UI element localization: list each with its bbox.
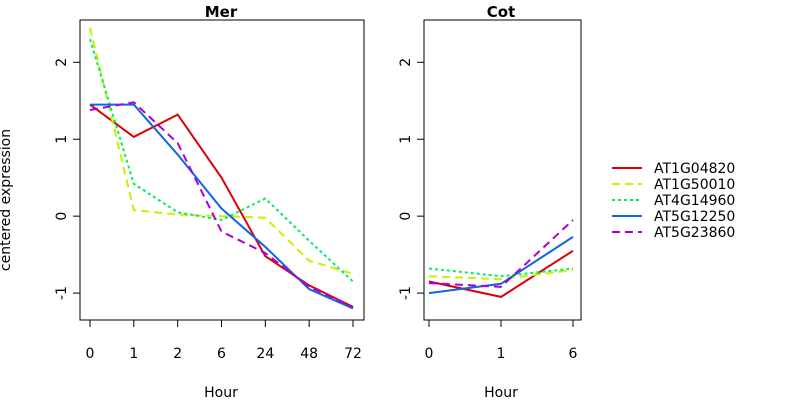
legend-label-at5g12250: AT5G12250 — [654, 209, 735, 225]
series-line-at1g04820-cot — [428, 249, 574, 298]
series-line-at5g12250-cot — [428, 236, 574, 295]
x-tick-label-cot: 1 — [497, 346, 506, 362]
y-tick-label-mer: 2 — [54, 58, 70, 67]
x-axis-title-mer: Hour — [204, 385, 238, 400]
series-line-at5g23860-cot — [428, 219, 574, 288]
y-tick-label-mer: 1 — [54, 135, 70, 144]
x-tick-label-cot: 0 — [425, 346, 434, 362]
panel-title-mer: Mer — [205, 3, 238, 21]
y-axis-title: centered expression — [0, 129, 14, 271]
legend: AT1G04820AT1G50010AT4G14960AT5G12250AT5G… — [612, 161, 735, 241]
y-tick-label-cot: 2 — [398, 58, 414, 67]
y-tick-label-mer: 0 — [54, 212, 70, 221]
series-line-at5g23860-mer — [89, 101, 354, 308]
panel-cot: Cot Hour -1 0 1 2 0 1 6 — [398, 3, 582, 400]
legend-label-at5g23860: AT5G23860 — [654, 225, 735, 241]
x-tick-label-cot: 6 — [569, 346, 578, 362]
x-tick-label-mer: 24 — [256, 346, 274, 362]
series-line-at1g50010-mer — [89, 27, 354, 275]
series-line-at4g14960-mer — [89, 38, 354, 283]
x-tick-label-mer: 2 — [173, 346, 182, 362]
x-tick-label-mer: 6 — [217, 346, 226, 362]
panel-title-cot: Cot — [487, 3, 515, 21]
series-line-at5g12250-mer — [90, 103, 354, 310]
plot-frame-mer — [79, 19, 365, 321]
y-tick-label-mer: -1 — [54, 286, 70, 300]
series-line-at4g14960-cot — [428, 267, 574, 278]
x-tick-label-mer: 48 — [300, 346, 318, 362]
x-tick-label-mer: 1 — [129, 346, 138, 362]
legend-label-at1g04820: AT1G04820 — [654, 161, 735, 177]
x-tick-label-mer: 0 — [86, 346, 95, 362]
y-tick-label-cot: 1 — [398, 135, 414, 144]
series-line-at1g50010-cot — [428, 269, 574, 281]
series-line-at1g04820-mer — [89, 103, 354, 308]
y-tick-label-cot: -1 — [398, 286, 414, 300]
panel-mer: Mer Hour -1 0 1 2 0 1 2 6 24 48 72 — [54, 3, 365, 400]
x-axis-title-cot: Hour — [484, 385, 518, 400]
y-tick-label-cot: 0 — [398, 212, 414, 221]
legend-label-at4g14960: AT4G14960 — [654, 193, 735, 209]
legend-label-at1g50010: AT1G50010 — [654, 177, 735, 193]
x-tick-label-mer: 72 — [344, 346, 362, 362]
plot-frame-cot — [423, 19, 582, 321]
